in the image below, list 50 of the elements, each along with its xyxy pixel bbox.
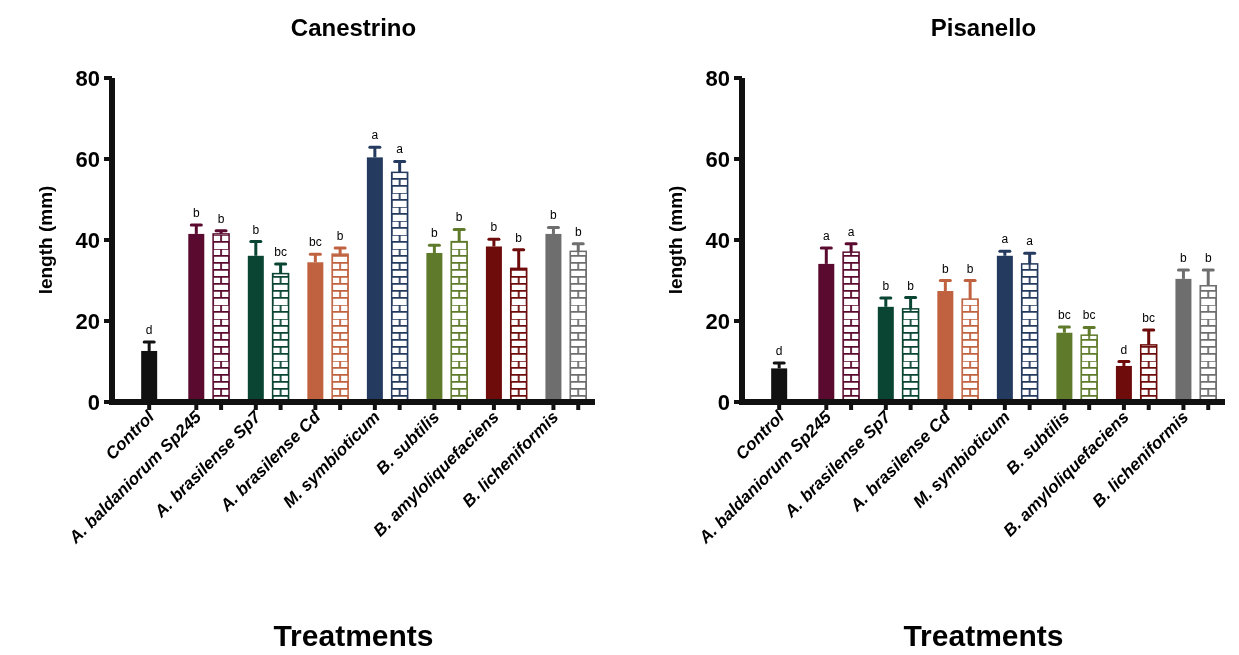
data-label: b [1204,250,1212,265]
chart-title: Canestrino [290,14,417,41]
y-tick-label: 0 [717,389,730,415]
data-label: b [217,211,225,226]
bar [996,255,1013,402]
y-tick-label: 60 [705,146,730,172]
data-label: bc [274,244,287,259]
y-tick-label: 80 [705,65,730,91]
y-tick-label: 20 [705,308,730,334]
data-label: a [1001,232,1009,247]
chart-title: Pisanello [930,14,1037,41]
x-axis-title: Treatments [903,619,1064,652]
y-tick-label: 40 [705,227,730,253]
data-label: a [396,142,404,157]
data-label: b [1180,250,1188,265]
data-label: bc [1142,310,1156,325]
y-tick-label: 60 [75,146,100,172]
data-label: d [145,323,153,338]
data-label: a [822,229,830,244]
data-label: a [1026,234,1034,249]
data-label: b [882,278,890,293]
data-label: d [775,344,783,359]
y-tick-label: 0 [87,389,100,415]
data-label: bc [308,235,322,250]
data-label: b [907,278,915,293]
x-axis-title: Treatments [273,619,434,652]
data-label: a [847,224,855,239]
data-label: b [515,230,523,245]
data-label: b [431,226,439,241]
data-label: b [455,210,463,225]
data-label: b [490,220,498,235]
data-label: b [192,206,200,221]
bar [1056,332,1073,402]
bar [1115,365,1132,402]
data-label: bc [1082,308,1096,323]
data-label: b [966,261,974,276]
y-axis-title: length (mm) [35,185,56,295]
data-label: bc [1058,308,1071,323]
data-label: a [371,128,379,143]
data-label: b [574,224,582,239]
y-axis-title: length (mm) [665,185,686,295]
y-tick-label: 40 [75,227,100,253]
y-tick-label: 80 [75,65,100,91]
data-label: b [336,229,344,244]
data-label: d [1120,342,1128,357]
data-label: b [252,222,260,237]
bar [545,233,562,402]
data-label: b [550,208,558,223]
data-label: b [941,261,949,276]
y-tick-label: 20 [75,308,100,334]
